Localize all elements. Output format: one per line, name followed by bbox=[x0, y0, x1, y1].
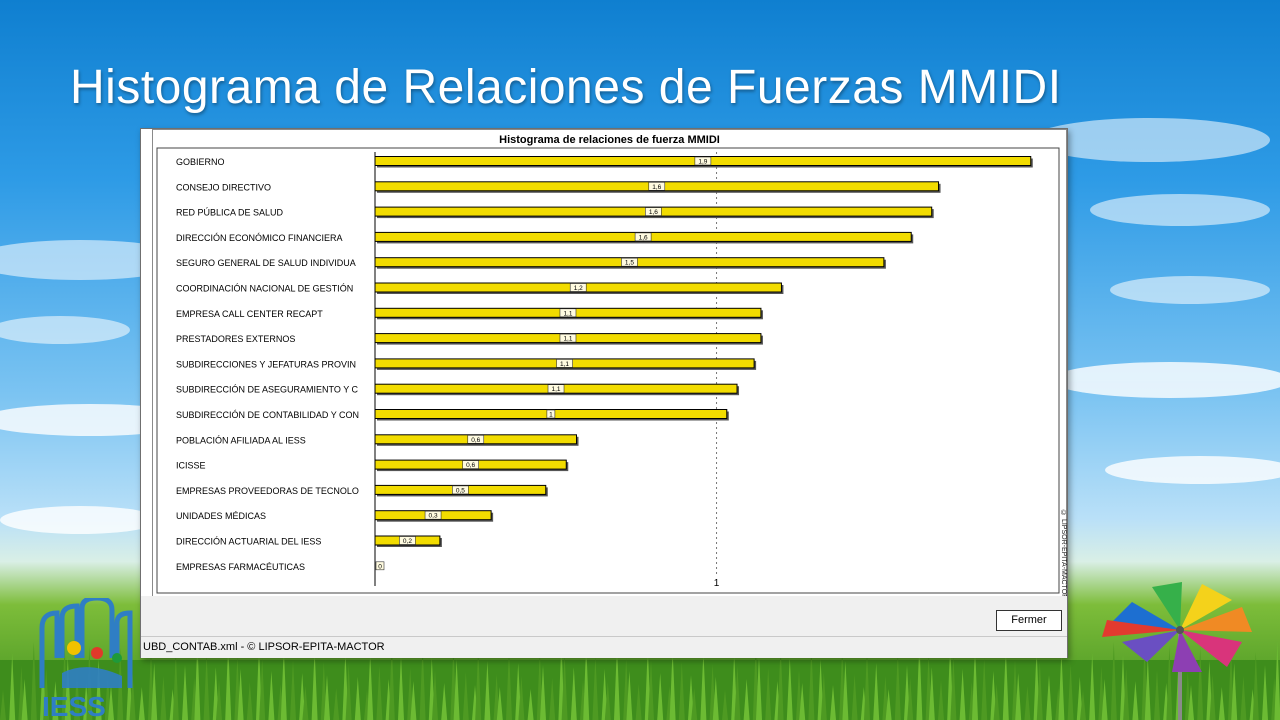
slide-title: Histograma de Relaciones de Fuerzas MMID… bbox=[70, 61, 1062, 114]
category-label: PRESTADORES EXTERNOS bbox=[176, 334, 295, 344]
value-label: 0,3 bbox=[429, 513, 438, 520]
value-label: 1,1 bbox=[563, 310, 572, 317]
vertical-copyright: © LIPSOR-EPITA-MACTOR bbox=[1060, 510, 1067, 600]
fermer-button[interactable]: Fermer bbox=[996, 610, 1062, 631]
value-label: 0 bbox=[378, 563, 382, 570]
mactor-chart-window: Histograma de relaciones de fuerza MMIDI… bbox=[140, 128, 1068, 658]
value-label: 1,6 bbox=[649, 209, 658, 216]
status-bar: UBD_CONTAB.xml - © LIPSOR-EPITA-MACTOR bbox=[141, 636, 1067, 658]
category-label: COORDINACIÓN NACIONAL DE GESTIÓN bbox=[176, 284, 353, 294]
value-label-box bbox=[621, 257, 638, 267]
category-label: SUBDIRECCIONES Y JEFATURAS PROVIN bbox=[176, 359, 356, 369]
value-label-box bbox=[634, 232, 652, 242]
logo-text: IESS bbox=[42, 691, 106, 720]
value-label-box bbox=[462, 460, 479, 469]
value-label: 1,1 bbox=[560, 361, 569, 368]
value-label: 0,2 bbox=[403, 538, 412, 545]
iess-logo: IESS bbox=[39, 598, 133, 720]
value-label: 1,1 bbox=[563, 336, 572, 343]
chart-title: Histograma de relaciones de fuerza MMIDI bbox=[499, 134, 720, 146]
value-label-box bbox=[424, 510, 442, 520]
value-label: 1 bbox=[549, 412, 553, 419]
category-label: EMPRESAS FARMACÉUTICAS bbox=[176, 562, 305, 572]
value-label-box bbox=[694, 156, 712, 166]
category-label: EMPRESA CALL CENTER RECAPT bbox=[176, 309, 323, 319]
category-label: RED PÚBLICA DE SALUD bbox=[176, 208, 284, 218]
grass-background bbox=[0, 641, 1280, 720]
category-label: DIRECCIÓN ECONÓMICO FINANCIERA bbox=[176, 233, 343, 243]
category-label: SUBDIRECCIÓN DE CONTABILIDAD Y CON bbox=[176, 410, 359, 420]
value-label: 1,6 bbox=[652, 184, 661, 191]
button-bar bbox=[141, 596, 1067, 636]
category-label: SUBDIRECCIÓN DE ASEGURAMIENTO Y C bbox=[176, 385, 359, 395]
value-label-box bbox=[546, 409, 556, 419]
value-label-box bbox=[452, 485, 469, 495]
value-label-box bbox=[645, 207, 662, 216]
value-label-box bbox=[569, 283, 587, 292]
chart-area: Histograma de relaciones de fuerza MMIDI… bbox=[152, 129, 1067, 600]
value-label: 0,6 bbox=[466, 462, 475, 469]
histogram-chart: 1 GOBIERNO 1,9 CONSEJO DIRECTIVO 1,6 RED PÚBL… bbox=[156, 147, 1060, 594]
pinwheel-decoration bbox=[1102, 582, 1252, 720]
value-label: 1,9 bbox=[698, 159, 707, 166]
value-label: 1,6 bbox=[639, 234, 648, 241]
value-label: 1,2 bbox=[574, 285, 583, 292]
x-tick-label: 1 bbox=[714, 578, 720, 589]
value-label: 0,5 bbox=[456, 487, 465, 494]
category-label: DIRECCIÓN ACTUARIAL DEL IESS bbox=[176, 537, 321, 547]
value-label-box bbox=[559, 308, 577, 318]
value-label-box bbox=[467, 434, 485, 444]
value-label-box bbox=[399, 536, 416, 545]
value-label-box bbox=[556, 359, 573, 368]
value-label: 1,1 bbox=[551, 386, 560, 393]
plot-frame bbox=[156, 147, 1060, 594]
category-label: ICISSE bbox=[176, 461, 206, 471]
value-label-box bbox=[375, 561, 385, 571]
sky-clouds-background bbox=[0, 0, 1280, 600]
category-label: EMPRESAS PROVEEDORAS DE TECNOLO bbox=[176, 486, 359, 496]
status-text: UBD_CONTAB.xml - © LIPSOR-EPITA-MACTOR bbox=[143, 641, 385, 653]
category-label: CONSEJO DIRECTIVO bbox=[176, 182, 271, 192]
value-label-box bbox=[547, 384, 565, 393]
value-label: 0,6 bbox=[471, 437, 480, 444]
category-label: GOBIERNO bbox=[176, 157, 225, 167]
category-label: SEGURO GENERAL DE SALUD INDIVIDUA bbox=[176, 258, 356, 268]
value-label-box bbox=[559, 333, 577, 343]
value-label: 1,5 bbox=[625, 260, 634, 267]
category-label: UNIDADES MÉDICAS bbox=[176, 511, 266, 521]
value-label-box bbox=[648, 181, 666, 191]
category-label: POBLACIÓN AFILIADA AL IESS bbox=[176, 435, 306, 445]
